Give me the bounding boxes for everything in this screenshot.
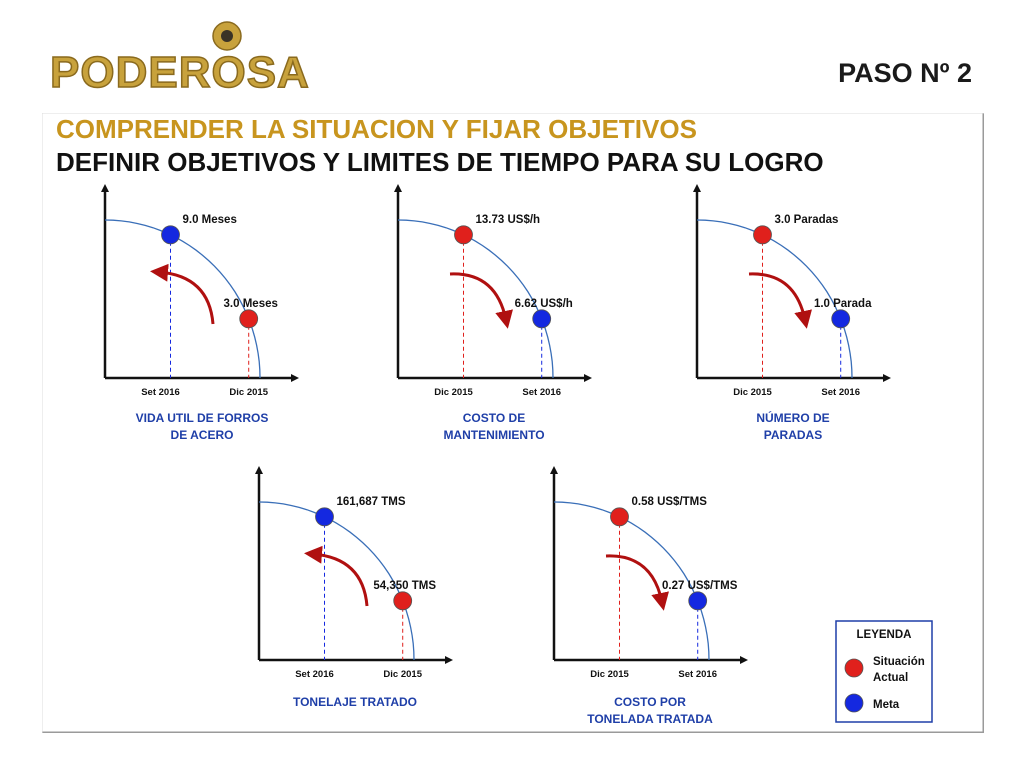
poderosa-logo: PODEROSA: [49, 20, 320, 100]
upper-value-label: 13.73 US$/h: [476, 214, 541, 226]
x-tick-left: Dic 2015: [434, 387, 473, 398]
frontier-curve: [553, 501, 710, 661]
legend-title: LEYENDA: [857, 629, 912, 641]
frontier-curve: [104, 219, 261, 379]
upper-point: [454, 225, 473, 245]
diagram-caption-line1: TONELAJE TRATADO: [293, 695, 417, 709]
diagram-caption-line2: MANTENIMIENTO: [443, 428, 544, 442]
x-tick-right: Dic 2015: [229, 387, 268, 398]
legend: LEYENDA Situación Actual Meta: [835, 620, 933, 723]
clockwise-arrow-icon: [605, 554, 669, 611]
logo-emblem-icon: [212, 21, 242, 51]
diagram-costo-mantenimiento: 13.73 US$/h 6.62 US$/h Dic 2015 Set 2016 COS…: [394, 184, 592, 442]
page-subtitle: DEFINIR OBJETIVOS Y LIMITES DE TIEMPO PA…: [56, 147, 824, 177]
counter-clockwise-arrow-icon: [304, 545, 369, 607]
frontier-curve: [397, 219, 554, 379]
diagram-caption-line1: VIDA UTIL DE FORROS: [136, 411, 269, 425]
lower-point: [239, 309, 259, 329]
diagram-caption-line2: DE ACERO: [171, 428, 234, 442]
upper-value-label: 3.0 Paradas: [775, 214, 839, 226]
counter-clockwise-arrow-icon: [150, 263, 215, 325]
diagram-caption-line1: NÚMERO DE: [756, 410, 829, 425]
upper-point: [315, 507, 334, 527]
x-tick-right: Set 2016: [821, 387, 860, 398]
lower-value-label: 3.0 Meses: [224, 298, 278, 310]
upper-value-label: 9.0 Meses: [183, 214, 237, 226]
frontier-curve: [696, 219, 853, 379]
diagram-caption-line2: TONELADA TRATADA: [587, 712, 713, 726]
page-title: COMPRENDER LA SITUACION Y FIJAR OBJETIVO…: [56, 114, 697, 144]
legend-meta-label: Meta: [873, 699, 900, 711]
lower-value-label: 6.62 US$/h: [515, 298, 573, 310]
x-tick-left: Set 2016: [141, 387, 180, 398]
upper-point: [610, 507, 629, 527]
lower-value-label: 1.0 Parada: [814, 298, 872, 310]
lower-point: [393, 591, 413, 611]
x-tick-right: Set 2016: [678, 669, 717, 680]
diagram-costo-tonelada: 0.58 US$/TMS 0.27 US$/TMS Dic 2015 Set 2016…: [550, 466, 748, 726]
frontier-curve: [258, 501, 415, 661]
diagram-vida-util: 9.0 Meses 3.0 Meses Set 2016 Dic 2015 VIDA U…: [101, 184, 299, 442]
diagram-caption-line1: COSTO DE: [463, 411, 525, 425]
legend-meta-swatch: [844, 693, 864, 713]
diagram-caption-line2: PARADAS: [764, 428, 822, 442]
legend-actual-label-line2: Actual: [873, 672, 908, 684]
x-tick-left: Set 2016: [295, 669, 334, 680]
x-tick-right: Dic 2015: [383, 669, 422, 680]
x-tick-left: Dic 2015: [733, 387, 772, 398]
upper-value-label: 161,687 TMS: [337, 496, 406, 508]
lower-value-label: 0.27 US$/TMS: [662, 580, 738, 592]
diagram-caption-line1: COSTO POR: [614, 695, 686, 709]
diagram-tonelaje-tratado: 161,687 TMS 54,350 TMS Set 2016 Dic 2015 TON…: [255, 466, 453, 709]
lower-value-label: 54,350 TMS: [373, 580, 436, 592]
clockwise-arrow-icon: [748, 272, 812, 329]
x-tick-left: Dic 2015: [590, 669, 629, 680]
legend-actual-label-line1: Situación: [873, 656, 925, 668]
lower-point: [532, 309, 552, 329]
x-tick-right: Set 2016: [522, 387, 561, 398]
logo-text: PODEROSA: [49, 47, 310, 98]
clockwise-arrow-icon: [449, 272, 513, 329]
legend-actual-swatch: [844, 658, 864, 678]
lower-point: [831, 309, 851, 329]
lower-point: [688, 591, 708, 611]
upper-point: [753, 225, 772, 245]
upper-point: [161, 225, 180, 245]
diagram-numero-paradas: 3.0 Paradas 1.0 Parada Dic 2015 Set 2016 NÚM…: [693, 184, 891, 442]
upper-value-label: 0.58 US$/TMS: [632, 496, 708, 508]
step-label: PASO Nº 2: [838, 58, 972, 88]
